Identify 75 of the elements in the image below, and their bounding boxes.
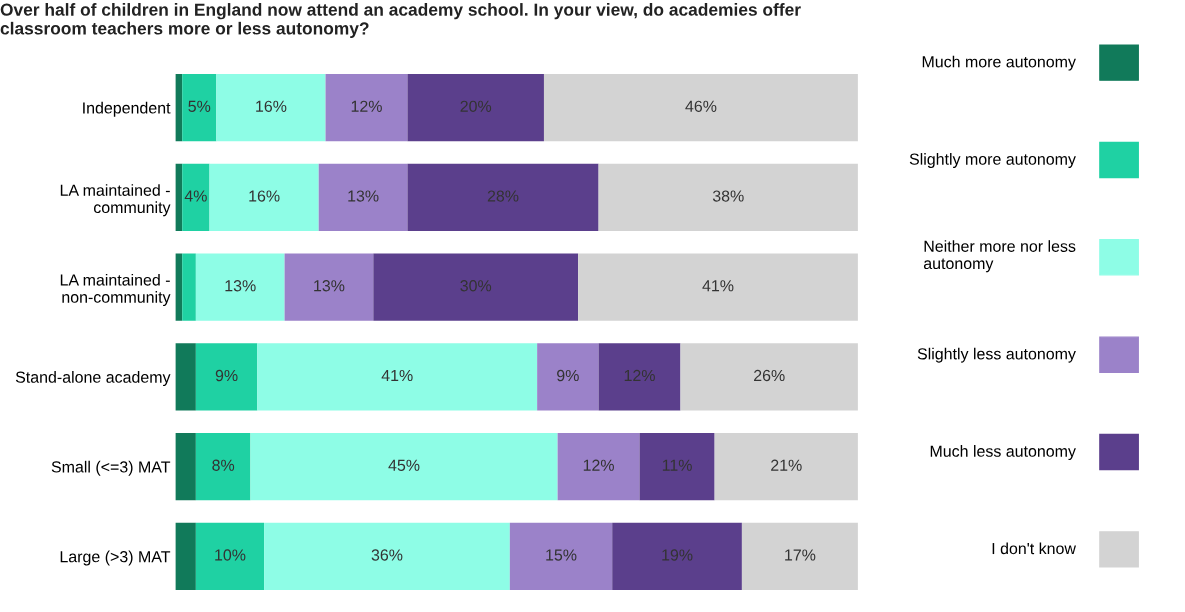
bar: [612, 522, 742, 591]
bar: [407, 163, 599, 232]
bar: [195, 432, 251, 501]
bar: [182, 74, 217, 142]
bar: [175, 522, 196, 591]
y-tick-label: LA maintained - non-community: [60, 273, 171, 306]
data-label: 12%: [351, 100, 382, 112]
bar: [578, 253, 858, 321]
bar: [407, 74, 544, 142]
legend-label: I don't know: [992, 542, 1076, 555]
data-label: 41%: [702, 280, 734, 292]
legend-label: Neither more nor less autonomy: [923, 240, 1076, 273]
chart-title: Over half of children in England now attend an academy school. In your view, do academies offer classroom teachers more or less autonomy?: [0, 3, 801, 39]
bar: [182, 253, 196, 321]
data-label: 9%: [215, 369, 238, 382]
data-label: 9%: [557, 369, 579, 382]
bar: [509, 522, 613, 591]
data-label: 17%: [785, 549, 816, 561]
y-tick-label: Independent: [83, 101, 171, 117]
data-label: 13%: [314, 280, 345, 292]
data-label: 12%: [624, 369, 655, 382]
legend-label: Slightly more autonomy: [909, 153, 1076, 168]
data-label: 19%: [662, 549, 693, 561]
y-tick-label: LA maintained - community: [60, 184, 171, 217]
data-label: 28%: [487, 190, 519, 202]
data-label: 4%: [184, 190, 207, 202]
bar: [216, 74, 326, 142]
legend-label: Much less autonomy: [930, 445, 1076, 461]
data-label: 38%: [712, 190, 744, 202]
y-tick-label: Stand-alone academy: [15, 371, 171, 386]
bar: [195, 253, 285, 321]
bar: [557, 432, 640, 501]
bar: [598, 163, 858, 232]
bar: [741, 522, 858, 591]
data-label: 16%: [256, 100, 287, 112]
bar: [264, 522, 510, 591]
data-label: 45%: [388, 459, 420, 471]
data-label: 20%: [460, 100, 492, 112]
data-label: 13%: [348, 190, 379, 202]
y-tick-label: Large (>3) MAT: [60, 550, 171, 566]
data-label: 26%: [754, 369, 785, 382]
data-label: 36%: [371, 549, 403, 561]
bar: [284, 253, 374, 321]
data-label: 30%: [460, 280, 492, 292]
bar: [195, 522, 265, 591]
bar: [175, 343, 196, 411]
data-label: 8%: [212, 459, 235, 471]
data-label: 10%: [215, 549, 246, 561]
data-label: 16%: [249, 190, 280, 202]
bar: [182, 163, 210, 232]
data-label: 21%: [771, 459, 802, 471]
data-label: 5%: [188, 100, 211, 112]
bar: [537, 343, 599, 411]
data-label: 13%: [225, 280, 256, 292]
bar: [680, 343, 858, 411]
data-label: 46%: [685, 100, 717, 112]
bar: [598, 343, 681, 411]
bar: [250, 432, 558, 501]
bar: [639, 432, 715, 501]
bar: [325, 74, 408, 142]
bar: [257, 343, 538, 411]
data-label: 41%: [381, 369, 413, 382]
bar: [318, 163, 408, 232]
bar: [543, 74, 858, 142]
bar: [175, 432, 196, 501]
bar: [714, 432, 858, 501]
bar: [195, 343, 258, 411]
legend-label: Slightly less autonomy: [917, 347, 1076, 363]
data-label: 15%: [546, 549, 577, 561]
data-label: 11%: [662, 459, 692, 471]
y-tick-label: Small (<=3) MAT: [51, 460, 171, 476]
data-label: 12%: [583, 459, 614, 471]
bar: [373, 253, 579, 321]
legend-label: Much more autonomy: [922, 55, 1076, 71]
bar: [209, 163, 319, 232]
